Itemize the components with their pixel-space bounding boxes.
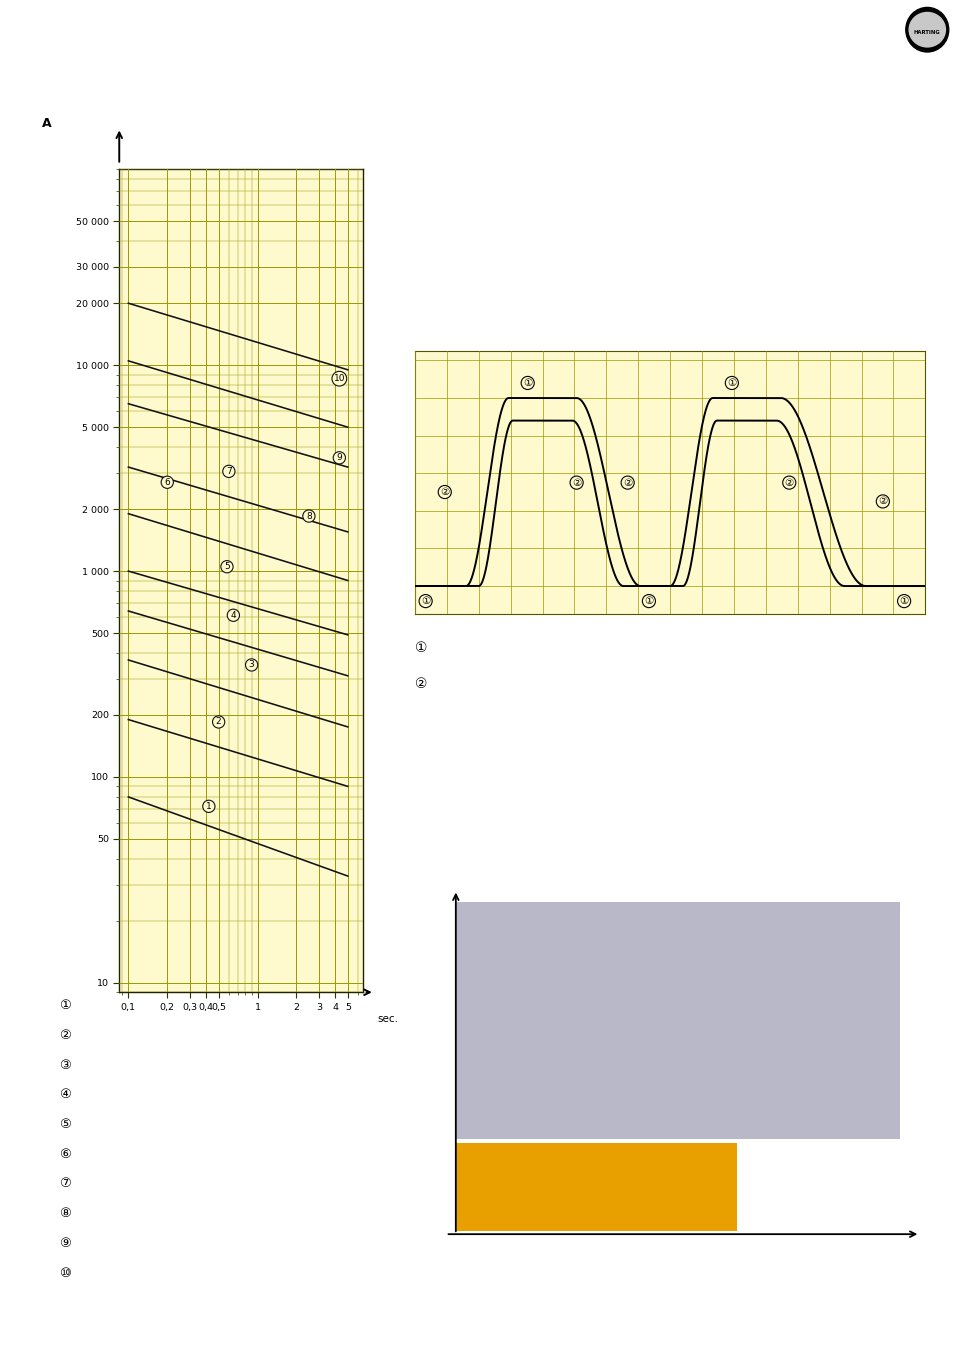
Text: A: A — [41, 117, 51, 130]
Text: 5: 5 — [224, 562, 230, 571]
Text: ④: ④ — [59, 1088, 71, 1102]
Text: ②: ② — [572, 478, 580, 487]
Text: ⑤: ⑤ — [59, 1118, 71, 1131]
Text: ②: ② — [622, 478, 632, 487]
Text: ②: ② — [415, 678, 427, 691]
Text: ③: ③ — [59, 1058, 71, 1072]
Text: ①: ① — [726, 378, 736, 387]
Text: 10: 10 — [334, 374, 345, 383]
Text: ②: ② — [439, 487, 449, 497]
Text: ⑧: ⑧ — [59, 1207, 71, 1220]
Text: 7: 7 — [226, 467, 232, 475]
Text: ①: ① — [420, 597, 430, 606]
Text: 3: 3 — [249, 660, 254, 670]
Ellipse shape — [908, 12, 944, 47]
Text: 1: 1 — [206, 802, 212, 811]
Text: ①: ① — [59, 999, 71, 1012]
Bar — [456, 1143, 736, 1231]
Text: ⑩: ⑩ — [59, 1266, 71, 1280]
Text: ①: ① — [415, 641, 427, 655]
Text: 6: 6 — [164, 478, 170, 487]
Text: 8: 8 — [306, 512, 312, 521]
Text: ⑥: ⑥ — [59, 1148, 71, 1161]
Text: ②: ② — [878, 497, 886, 506]
Text: ①: ① — [899, 597, 908, 606]
Text: sec.: sec. — [376, 1014, 397, 1023]
Text: 9: 9 — [336, 454, 342, 462]
Text: 4: 4 — [231, 610, 236, 620]
Text: ⑦: ⑦ — [59, 1177, 71, 1191]
Bar — [456, 902, 899, 1139]
Text: ①: ① — [643, 597, 653, 606]
Text: ②: ② — [59, 1029, 71, 1042]
Text: 2: 2 — [215, 717, 221, 726]
Text: ⑨: ⑨ — [59, 1237, 71, 1250]
Text: ①: ① — [522, 378, 532, 387]
Text: HARTING: HARTING — [913, 30, 940, 35]
Ellipse shape — [904, 8, 947, 53]
Text: ②: ② — [783, 478, 793, 487]
